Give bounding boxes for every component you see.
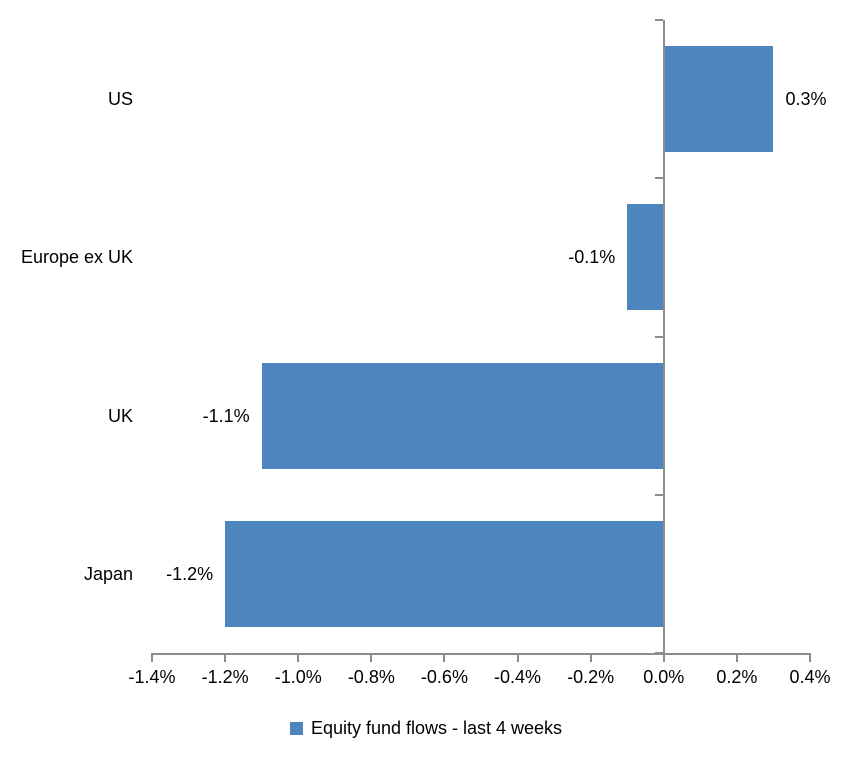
value-label: -0.1%: [568, 247, 616, 268]
value-label: 0.3%: [785, 89, 827, 110]
category-label: Europe ex UK: [20, 247, 133, 268]
value-axis-tick-label: -0.2%: [567, 667, 615, 687]
category-axis-line: [662, 20, 665, 653]
value-axis-tick: [151, 653, 153, 662]
bar: [627, 204, 664, 311]
bar: [225, 520, 664, 627]
value-axis-tick: [224, 653, 227, 662]
value-axis-tick-label: -1.2%: [201, 667, 249, 687]
value-axis-tick-label: 0.2%: [716, 667, 758, 687]
legend: Equity fund flows - last 4 weeks: [0, 716, 852, 740]
value-axis-line: [152, 653, 811, 655]
bar: [261, 362, 664, 469]
value-axis-tick: [443, 653, 446, 662]
value-axis-tick: [297, 653, 300, 662]
legend-label: Equity fund flows - last 4 weeks: [310, 718, 563, 738]
value-axis-tick: [589, 653, 592, 662]
legend-swatch-icon: [289, 721, 303, 735]
bar: [663, 46, 774, 153]
value-axis-tick-label: -0.8%: [347, 667, 395, 687]
value-label: -1.2%: [166, 563, 214, 584]
category-axis-tick: [654, 335, 663, 338]
category-axis-tick: [654, 493, 663, 496]
value-axis-tick: [662, 653, 665, 662]
category-axis-tick: [654, 19, 663, 21]
value-axis-tick: [370, 653, 373, 662]
value-axis-tick: [809, 653, 811, 662]
category-axis-tick: [654, 177, 663, 180]
category-label: UK: [107, 405, 133, 426]
category-label: Japan: [83, 563, 133, 584]
value-axis-tick: [735, 653, 738, 662]
value-axis-tick-label: -1.4%: [128, 667, 176, 687]
category-label: US: [107, 89, 133, 110]
value-axis-tick-label: 0.4%: [789, 667, 831, 687]
value-axis-tick-label: 0.0%: [643, 667, 685, 687]
value-axis-tick-label: -1.0%: [274, 667, 322, 687]
value-axis-tick-label: -0.4%: [494, 667, 542, 687]
value-label: -1.1%: [202, 405, 250, 426]
value-axis-tick-label: -0.6%: [420, 667, 468, 687]
value-axis-tick: [516, 653, 519, 662]
